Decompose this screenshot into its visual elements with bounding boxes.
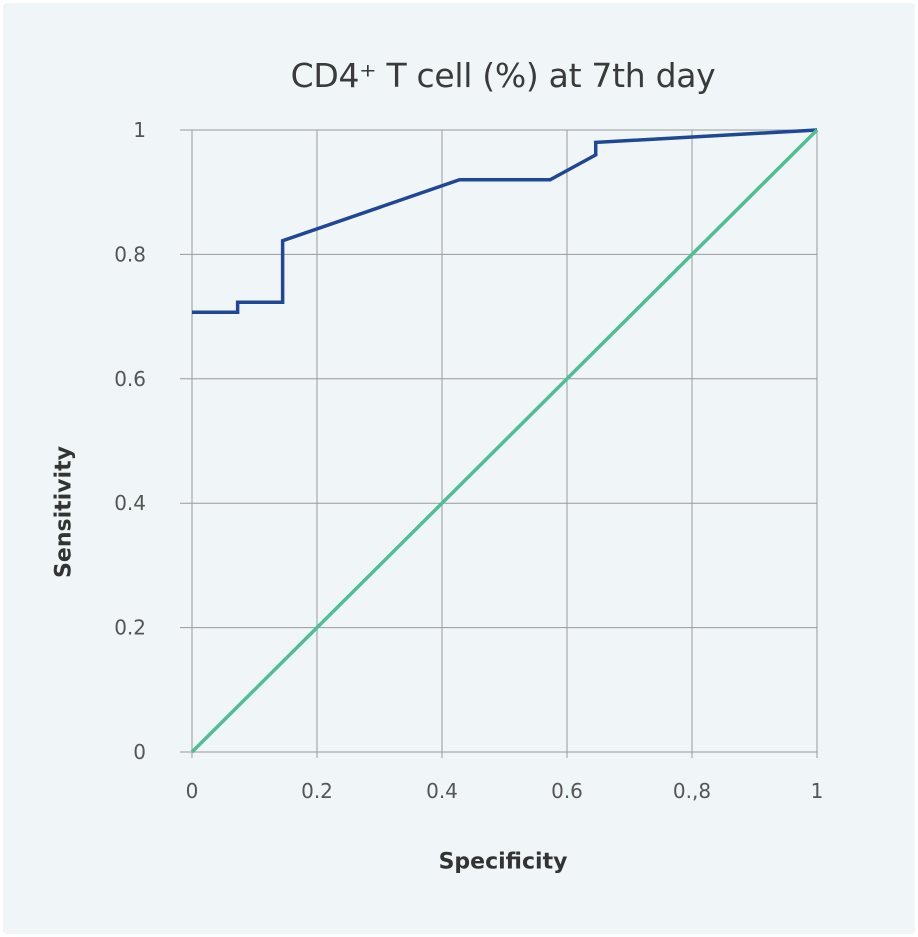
reference-diagonal-line [190,128,819,754]
x-tick-label: 0.4 [426,779,458,803]
roc-curve-line [192,128,818,314]
y-tick-label: 0.2 [114,616,146,640]
y-tick-label: 0 [133,740,146,764]
x-tick-label: 0.2 [301,779,333,803]
y-tick-label: 0.4 [114,491,146,515]
grid [180,129,818,758]
y-tick-label: 1 [133,118,146,142]
x-tick-label: 1 [811,779,824,803]
series-layer [190,128,819,754]
y-tick-label: 0.8 [114,242,146,266]
chart-card [3,3,915,934]
x-axis-label: Specificity [438,849,568,875]
tick-labels: 0 0.2 0.4 0.6 0.,8 1 0 0.2 0.4 0.6 0.8 1 [114,118,823,803]
x-tick-label: 0.6 [551,779,583,803]
chart-title: CD4⁺ T cell (%) at 7th day [290,56,716,95]
x-tick-label: 0 [186,779,199,803]
y-tick-label: 0.6 [114,367,146,391]
x-tick-label: 0.,8 [673,779,711,803]
